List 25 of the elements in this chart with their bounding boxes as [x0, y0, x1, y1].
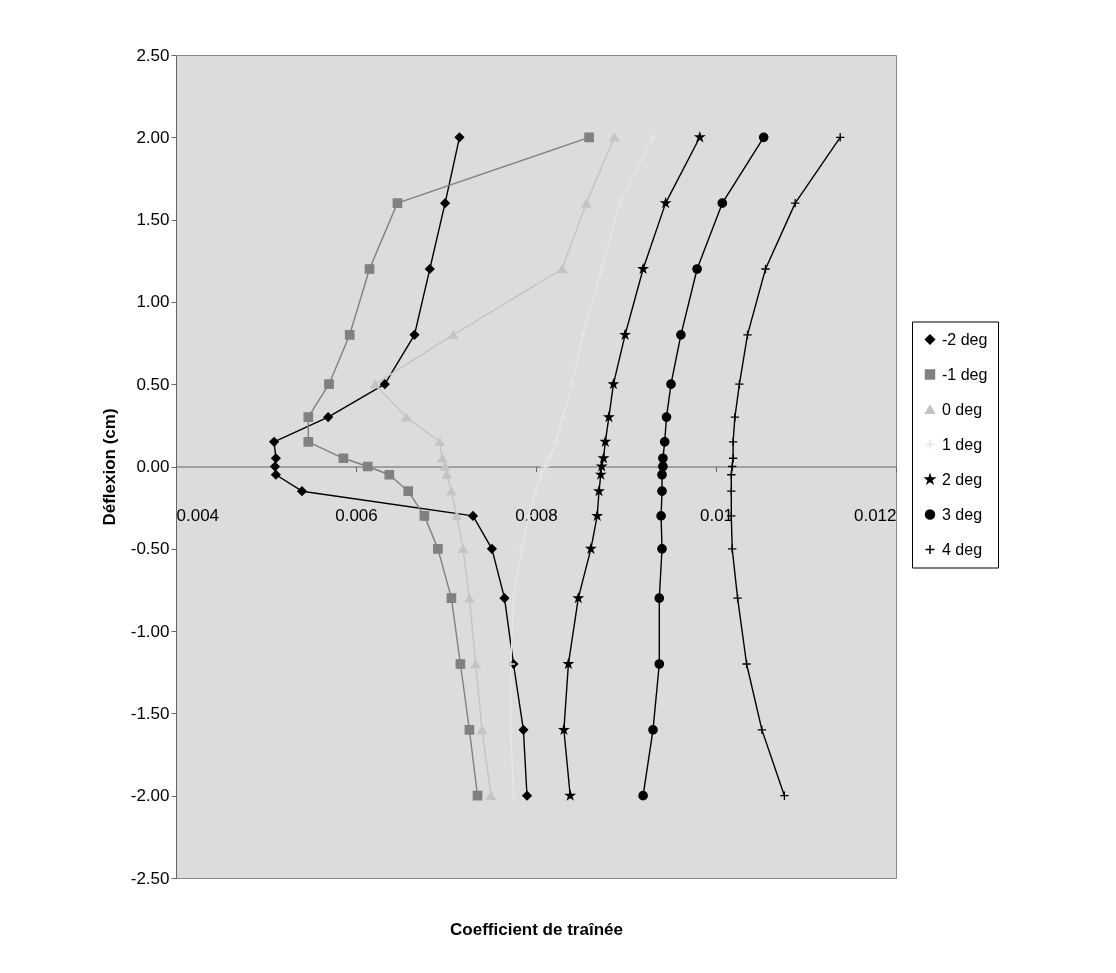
y-tick-label: 2.00 — [136, 127, 170, 147]
y-tick-label: -1.50 — [130, 703, 170, 723]
legend-label: -2 deg — [942, 330, 988, 348]
y-axis-title: Déflexion (cm) — [99, 408, 119, 526]
y-tick-label: 1.50 — [136, 210, 170, 230]
legend-label: 0 deg — [942, 400, 983, 418]
legend-label: 3 deg — [942, 505, 983, 523]
x-tick-label: 0.006 — [335, 506, 378, 525]
legend-label: -1 deg — [942, 365, 988, 383]
legend-label: 1 deg — [942, 435, 983, 453]
x-tick-label: 0.01 — [699, 506, 734, 525]
y-tick-label: -2.50 — [130, 868, 170, 888]
legend-label: 2 deg — [942, 470, 983, 488]
y-tick-label: 0.00 — [136, 457, 170, 476]
y-tick-label: -2.00 — [130, 786, 170, 806]
y-tick-label: 0.50 — [136, 374, 170, 394]
x-tick-label: 0.012 — [853, 506, 897, 525]
y-tick-label: 2.50 — [136, 45, 170, 65]
y-tick-label: -1.00 — [130, 621, 170, 641]
x-tick-label: 0.008 — [515, 506, 558, 525]
y-tick-label: -0.50 — [130, 539, 170, 559]
legend-label: 4 deg — [942, 540, 983, 558]
y-tick-label: 1.00 — [136, 292, 170, 312]
x-axis-title: Coefficient de traînée — [450, 919, 623, 939]
x-tick-label: 0.004 — [176, 506, 220, 525]
